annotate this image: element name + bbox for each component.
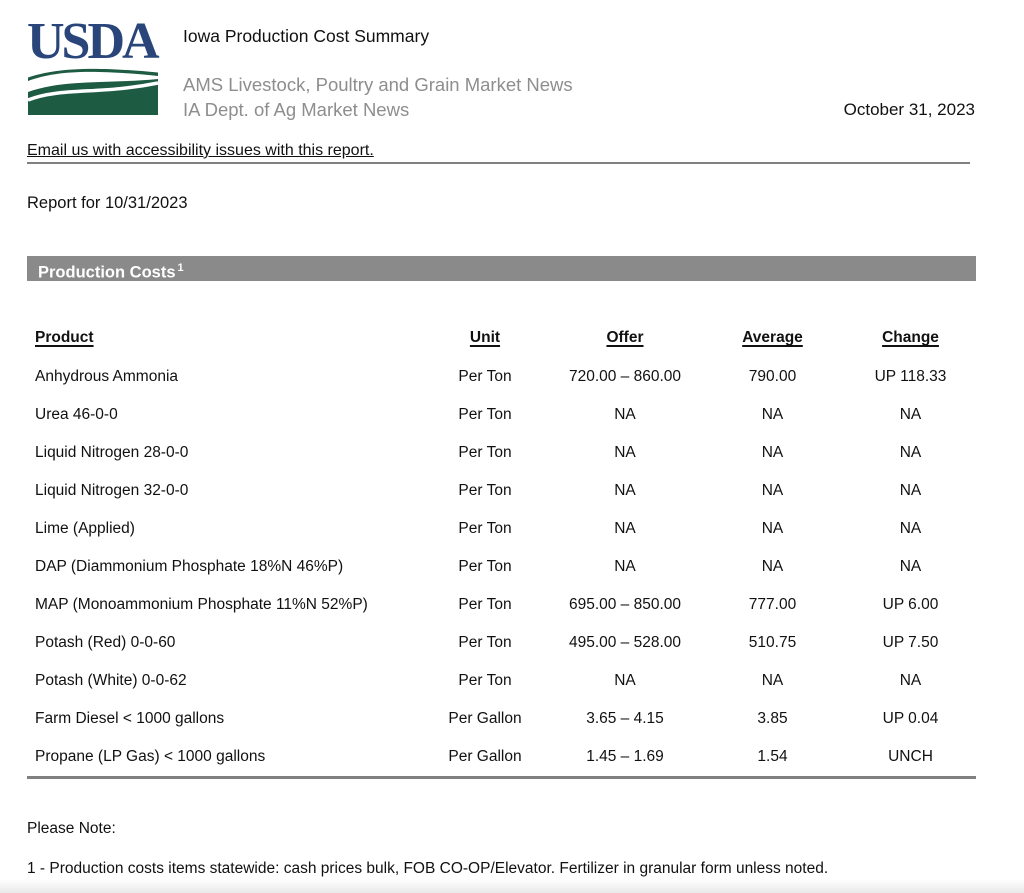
cell-product: Potash (White) 0-0-62 (35, 672, 187, 689)
cell-change: UP 6.00 (882, 596, 939, 613)
cell-change: NA (899, 444, 922, 461)
column-header-unit: Unit (469, 329, 501, 346)
cell-unit: Per Ton (458, 558, 512, 575)
footnote-reference: 1 (177, 262, 184, 274)
cell-unit: Per Ton (458, 520, 512, 537)
cell-offer: NA (614, 482, 636, 499)
table-row: Farm Diesel < 1000 gallons Per Gallon 3.65… (27, 700, 976, 738)
cell-offer: NA (614, 406, 636, 423)
cell-offer: 3.65 – 4.15 (586, 710, 664, 727)
table-row: Potash (Red) 0-0-60 Per Ton 495.00 – 528.0… (27, 624, 976, 662)
cell-unit: Per Ton (458, 368, 512, 385)
report-date: October 31, 2023 (843, 100, 975, 119)
cell-change: NA (899, 406, 922, 423)
cell-unit: Per Gallon (448, 748, 522, 765)
column-header-average: Average (742, 329, 803, 346)
cell-product: Urea 46-0-0 (35, 406, 118, 423)
cell-average: 510.75 (748, 634, 797, 651)
cell-unit: Per Ton (458, 596, 512, 613)
usda-logo-text: USDA (27, 13, 160, 70)
report-for-line: Report for 10/31/2023 (27, 194, 188, 212)
cell-change: UP 7.50 (882, 634, 939, 651)
cell-average: NA (761, 444, 784, 461)
cell-offer: 695.00 – 850.00 (568, 596, 682, 613)
cell-average: NA (761, 520, 784, 537)
column-header-offer: Offer (606, 329, 644, 346)
usda-field-icon (27, 68, 159, 115)
table-row: Lime (Applied) Per Ton NA NA NA (27, 510, 976, 548)
cell-unit: Per Ton (458, 444, 512, 461)
usda-logo: USDA (27, 12, 160, 115)
cell-unit: Per Ton (458, 672, 512, 689)
cell-change: NA (899, 520, 922, 537)
table-body: Anhydrous Ammonia Per Ton 720.00 – 860.00 7… (27, 358, 976, 776)
cell-offer: NA (614, 444, 636, 461)
column-header-product: Product (35, 329, 94, 346)
cell-offer: NA (614, 558, 636, 575)
cell-average: NA (761, 558, 784, 575)
cell-offer: NA (614, 520, 636, 537)
accessibility-email-link[interactable]: Email us with accessibility issues with … (27, 142, 374, 159)
cell-offer: 720.00 – 860.00 (568, 368, 682, 385)
cell-product: Farm Diesel < 1000 gallons (35, 710, 225, 727)
cell-unit: Per Ton (458, 634, 512, 651)
bottom-fade (0, 879, 1024, 893)
table-row: Potash (White) 0-0-62 Per Ton NA NA NA (27, 662, 976, 700)
cell-unit: Per Gallon (448, 710, 522, 727)
cell-change: UP 118.33 (874, 368, 947, 385)
section-header-production-costs: Production Costs 1 (27, 256, 976, 282)
column-header-change: Change (882, 329, 939, 346)
cell-product: Anhydrous Ammonia (35, 368, 179, 385)
please-note-label: Please Note: (27, 820, 116, 837)
masthead-subtitle: AMS Livestock, Poultry and Grain Market … (183, 72, 573, 122)
cell-average: 790.00 (748, 368, 797, 385)
table-header-row: Product Unit Offer Average Change (27, 318, 976, 358)
cell-unit: Per Ton (458, 482, 512, 499)
cell-product: MAP (Monoammonium Phosphate 11%N 52%P) (35, 596, 368, 613)
table-row: DAP (Diammonium Phosphate 18%N 46%P) Per … (27, 548, 976, 586)
cell-change: NA (899, 558, 922, 575)
table-row: Liquid Nitrogen 32-0-0 Per Ton NA NA NA (27, 472, 976, 510)
cell-product: Potash (Red) 0-0-60 (35, 634, 176, 651)
subtitle-line-1: AMS Livestock, Poultry and Grain Market … (183, 74, 573, 95)
cell-product: Liquid Nitrogen 32-0-0 (35, 482, 189, 499)
cell-change: UNCH (888, 748, 933, 765)
cell-average: 1.54 (757, 748, 788, 765)
table-row: Propane (LP Gas) < 1000 gallons Per Gallo… (27, 738, 976, 776)
section-title: Production Costs (38, 263, 176, 282)
cell-product: DAP (Diammonium Phosphate 18%N 46%P) (35, 558, 344, 575)
cell-offer: 1.45 – 1.69 (586, 748, 664, 765)
cell-average: NA (761, 482, 784, 499)
cell-change: NA (899, 482, 922, 499)
footnote-1-text: 1 - Production costs items statewide: ca… (27, 860, 829, 877)
cell-change: NA (899, 672, 922, 689)
cell-offer: NA (614, 672, 636, 689)
subtitle-line-2: IA Dept. of Ag Market News (183, 99, 410, 120)
table-row: Urea 46-0-0 Per Ton NA NA NA (27, 396, 976, 434)
page-title: Iowa Production Cost Summary (183, 26, 430, 46)
cell-product: Lime (Applied) (35, 520, 135, 537)
cell-product: Liquid Nitrogen 28-0-0 (35, 444, 189, 461)
cell-average: 3.85 (757, 710, 788, 727)
production-costs-table: Product Unit Offer Average Change Anhydr… (27, 318, 976, 779)
cell-product: Propane (LP Gas) < 1000 gallons (35, 748, 266, 765)
table-row: Liquid Nitrogen 28-0-0 Per Ton NA NA NA (27, 434, 976, 472)
cell-unit: Per Ton (458, 406, 512, 423)
cell-average: 777.00 (748, 596, 797, 613)
accessibility-rule: Email us with accessibility issues with … (27, 142, 970, 164)
cell-change: UP 0.04 (882, 710, 939, 727)
cell-average: NA (761, 406, 784, 423)
cell-offer: 495.00 – 528.00 (568, 634, 682, 651)
table-row: MAP (Monoammonium Phosphate 11%N 52%P) Pe… (27, 586, 976, 624)
cell-average: NA (761, 672, 784, 689)
table-row: Anhydrous Ammonia Per Ton 720.00 – 860.00 7… (27, 358, 976, 396)
